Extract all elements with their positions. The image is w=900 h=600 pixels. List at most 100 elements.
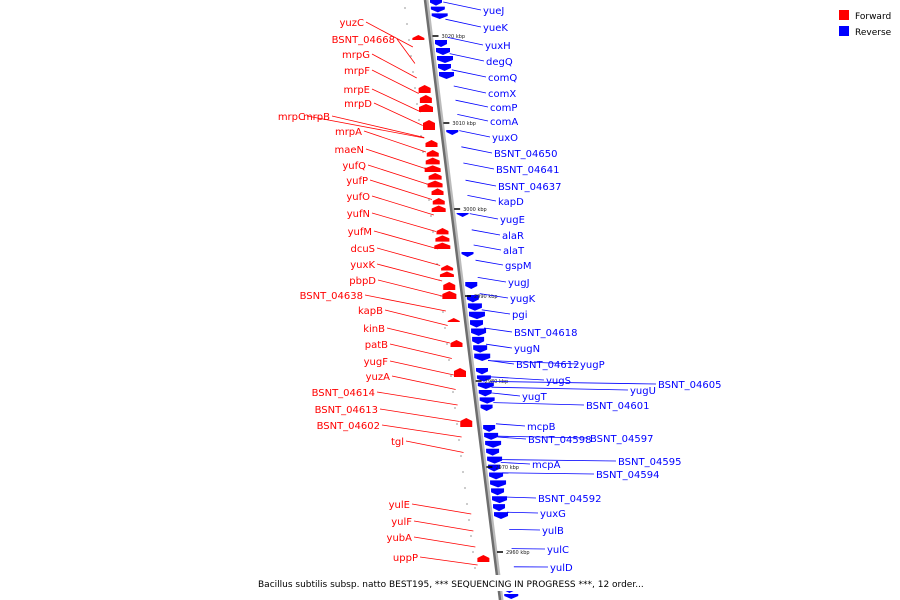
forward-leader-line bbox=[371, 212, 437, 232]
forward-leader-line bbox=[306, 115, 425, 139]
forward-gene-label-yugf: yugF bbox=[364, 357, 389, 368]
forward-gene-block bbox=[431, 205, 446, 212]
reverse-gene-block bbox=[446, 130, 459, 135]
reverse-gene-label-mcpb: mcpB bbox=[527, 422, 556, 433]
forward-gene-block bbox=[460, 418, 473, 427]
reverse-gene-block bbox=[471, 328, 487, 336]
reverse-leader-line bbox=[493, 402, 585, 406]
forward-leader-line bbox=[331, 115, 425, 138]
reverse-gene-label-bsnt-04605: BSNT_04605 bbox=[658, 380, 721, 391]
reverse-gene-block bbox=[483, 425, 496, 432]
reverse-gene-label-yugn: yugN bbox=[514, 344, 540, 355]
forward-leader-line bbox=[413, 536, 476, 548]
reverse-gene-block bbox=[472, 336, 485, 345]
reverse-gene-block bbox=[493, 504, 506, 512]
reverse-leader-line bbox=[490, 376, 545, 381]
forward-leader-line bbox=[371, 88, 422, 113]
reverse-gene-label-bsnt-04594: BSNT_04594 bbox=[596, 470, 659, 481]
reverse-gene-label-yulb: yulB bbox=[542, 526, 564, 537]
reverse-leader-line bbox=[451, 69, 487, 78]
forward-gene-label-maen: maeN bbox=[334, 145, 364, 156]
forward-leader-line bbox=[405, 440, 464, 453]
reverse-gene-block bbox=[486, 448, 500, 456]
reverse-leader-line bbox=[449, 53, 485, 62]
reverse-leader-line bbox=[500, 462, 531, 465]
forward-gene-label-kapb: kapB bbox=[358, 306, 383, 317]
forward-leader-line bbox=[391, 375, 456, 390]
reverse-gene-label-yuxo: yuxO bbox=[492, 133, 518, 144]
forward-gene-label-bsnt-04668: BSNT_04668 bbox=[332, 35, 395, 46]
reverse-leader-line bbox=[507, 511, 539, 514]
reverse-gene-label-yugs: yugS bbox=[546, 376, 571, 387]
reverse-leader-line bbox=[443, 1, 482, 11]
reverse-leader-line bbox=[502, 472, 595, 475]
reverse-gene-block bbox=[476, 368, 488, 375]
legend-reverse-label: Reverse bbox=[855, 28, 892, 38]
forward-gene-block bbox=[426, 150, 439, 157]
scale-tick-label: 3020 kbp bbox=[442, 34, 466, 40]
scale-tick-label: 2980 kbp bbox=[485, 379, 509, 385]
scale-tick-label: 2970 kbp bbox=[495, 465, 519, 471]
reverse-gene-label-alat: alaT bbox=[503, 246, 525, 257]
forward-gene-block bbox=[454, 368, 466, 377]
reverse-gene-block bbox=[430, 0, 442, 6]
reverse-gene-block bbox=[490, 480, 507, 488]
forward-gene-block bbox=[423, 120, 435, 130]
reverse-leader-line bbox=[477, 277, 507, 283]
reverse-leader-line bbox=[509, 529, 541, 531]
reverse-gene-block bbox=[494, 512, 509, 519]
forward-gene-label-yuba: yubA bbox=[387, 533, 413, 544]
reverse-gene-label-comx: comX bbox=[488, 89, 516, 100]
forward-leader-line bbox=[365, 21, 414, 48]
reverse-gene-block bbox=[477, 382, 494, 389]
forward-leader-line bbox=[363, 130, 427, 153]
reverse-leader-line bbox=[490, 381, 657, 385]
reverse-gene-label-bsnt-04592: BSNT_04592 bbox=[538, 494, 601, 505]
reverse-leader-line bbox=[463, 162, 495, 170]
forward-gene-label-uppp: uppP bbox=[393, 553, 418, 564]
forward-leader-line bbox=[371, 53, 417, 79]
reverse-gene-block bbox=[473, 345, 488, 353]
forward-gene-block bbox=[443, 282, 456, 290]
forward-leader-line bbox=[377, 279, 445, 297]
reverse-gene-block bbox=[476, 375, 491, 382]
forward-leader-line bbox=[376, 263, 443, 282]
forward-gene-block bbox=[425, 140, 438, 147]
reverse-leader-line bbox=[495, 423, 526, 427]
reverse-leader-line bbox=[453, 85, 487, 94]
forward-gene-label-bsnt-04638: BSNT_04638 bbox=[300, 291, 363, 302]
forward-gene-label-mrpa: mrpA bbox=[335, 127, 362, 138]
reverse-leader-line bbox=[455, 99, 489, 108]
reverse-leader-line bbox=[471, 229, 501, 236]
reverse-leader-line bbox=[497, 436, 527, 440]
forward-leader-line bbox=[371, 69, 419, 94]
forward-gene-label-yulf: yulF bbox=[391, 517, 412, 528]
forward-gene-label-yufm: yufM bbox=[348, 227, 372, 238]
reverse-gene-label-yugj: yugJ bbox=[508, 278, 530, 289]
forward-gene-block bbox=[419, 104, 433, 112]
forward-gene-block bbox=[477, 555, 490, 562]
reverse-leader-line bbox=[481, 309, 511, 315]
reverse-gene-block bbox=[484, 432, 499, 440]
reverse-leader-line bbox=[500, 459, 617, 462]
reverse-gene-label-yulc: yulC bbox=[547, 545, 569, 556]
map-caption: Bacillus subtilis subsp. natto BEST195, … bbox=[258, 580, 644, 590]
reverse-leader-line bbox=[445, 18, 482, 28]
forward-leader-line bbox=[381, 424, 462, 438]
reverse-gene-label-bsnt-04637: BSNT_04637 bbox=[498, 182, 561, 193]
scale-tick-label: 2990 kbp bbox=[474, 294, 498, 300]
reverse-gene-block bbox=[470, 320, 484, 328]
reverse-gene-label-bsnt-04641: BSNT_04641 bbox=[496, 165, 559, 176]
forward-leader-line bbox=[384, 309, 448, 326]
forward-gene-label-bsnt-04614: BSNT_04614 bbox=[312, 388, 375, 399]
reverse-gene-label-yugk: yugK bbox=[510, 294, 536, 305]
forward-gene-label-mrpf: mrpF bbox=[344, 66, 370, 77]
legend-forward-swatch bbox=[839, 10, 849, 20]
reverse-gene-block bbox=[436, 48, 450, 55]
scale-ticks: 3020 kbp 3010 kbp 3000 kbp 2990 kbp 2980 kbp… bbox=[432, 34, 530, 556]
reverse-gene-block bbox=[487, 456, 503, 464]
reverse-leader-line bbox=[475, 259, 504, 266]
reverse-gene-label-bsnt-04601: BSNT_04601 bbox=[586, 401, 649, 412]
reverse-leader-line bbox=[505, 496, 537, 499]
